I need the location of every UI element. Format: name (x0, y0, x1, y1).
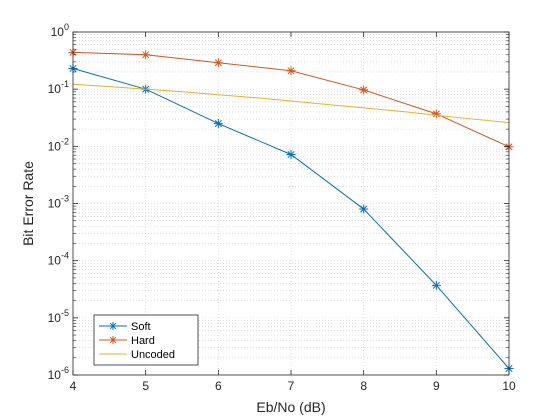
y-tick-label: 10-2 (48, 136, 69, 153)
legend-entry-hard: Hard (99, 335, 155, 347)
y-axis-label: Bit Error Rate (20, 161, 36, 246)
y-tick-label: 10-5 (48, 308, 69, 325)
x-tick-label: 7 (288, 379, 295, 393)
series-line-uncoded (72, 83, 510, 124)
legend-label: Uncoded (131, 349, 175, 361)
data-point-marker (286, 66, 296, 76)
data-point-marker (213, 58, 223, 68)
data-point-marker (213, 119, 223, 129)
data-point-marker (359, 85, 369, 95)
y-tick-label: 10-1 (48, 79, 69, 96)
legend-entry-uncoded: Uncoded (99, 349, 175, 361)
axis-ticks (72, 31, 510, 376)
data-point-marker (431, 280, 441, 290)
data-point-marker (141, 50, 151, 60)
x-axis-label: Eb/No (dB) (256, 399, 325, 415)
y-tick-label: 10-4 (48, 251, 69, 268)
data-point-marker (431, 109, 441, 119)
series-hard (68, 47, 514, 152)
x-tick-label: 8 (360, 379, 367, 393)
data-point-marker (359, 204, 369, 214)
y-tick-labels: 100 10-1 10-2 10-3 10-4 10-5 10-6 (48, 22, 69, 382)
y-tick-label: 100 (51, 22, 69, 39)
data-point-marker (286, 149, 296, 159)
legend-label: Soft (131, 321, 151, 333)
x-tick-labels: 4 5 6 7 8 9 10 (70, 379, 516, 393)
y-tick-label: 10-3 (48, 194, 69, 211)
x-tick-label: 4 (70, 379, 77, 393)
x-tick-label: 5 (142, 379, 149, 393)
legend: Soft Hard Uncoded (93, 314, 199, 366)
series-uncoded (72, 83, 510, 124)
series-layer (68, 47, 514, 373)
x-tick-label: 10 (502, 379, 516, 393)
data-point-marker (109, 336, 117, 344)
data-point-marker (109, 322, 117, 330)
x-tick-label: 9 (433, 379, 440, 393)
legend-label: Hard (131, 335, 155, 347)
x-tick-label: 6 (215, 379, 222, 393)
legend-entry-soft: Soft (99, 321, 151, 333)
y-tick-label: 10-6 (48, 365, 69, 382)
